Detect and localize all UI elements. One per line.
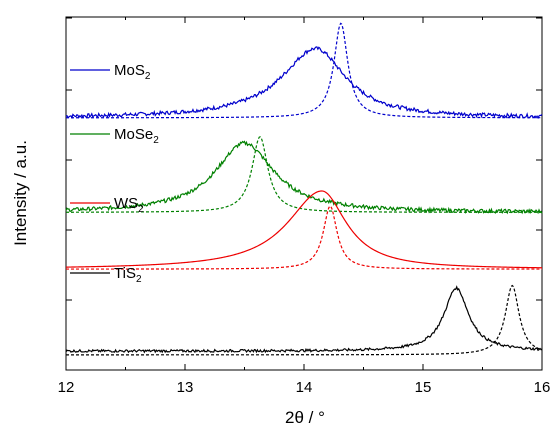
- y-axis-label: Intensity / a.u.: [11, 140, 30, 246]
- x-tick-label-12: 12: [58, 379, 75, 396]
- series-ws2-measured: [65, 190, 543, 269]
- axes: 12 13 14 15 16: [58, 17, 551, 396]
- legend-label-tis2: TiS2: [114, 265, 142, 285]
- series-tis2-reference: [66, 284, 543, 356]
- x-tick-label-13: 13: [177, 379, 194, 396]
- series-mose2-measured: [65, 140, 543, 215]
- legend-label-ws2: WS2: [114, 195, 144, 215]
- x-axis-label: 2θ / °: [285, 408, 325, 427]
- legend: MoS2 MoSe2 WS2 TiS2: [70, 62, 159, 285]
- series-mos2-reference: [66, 22, 543, 119]
- series-ws2-reference: [66, 205, 543, 270]
- x-tick-label-15: 15: [415, 379, 432, 396]
- series-tis2-measured: [65, 285, 543, 354]
- legend-label-mos2: MoS2: [114, 62, 151, 82]
- x-tick-label-14: 14: [296, 379, 313, 396]
- curves: [65, 22, 543, 356]
- series-mos2-measured: [65, 46, 543, 120]
- x-tick-label-16: 16: [534, 379, 551, 396]
- legend-label-mose2: MoSe2: [114, 126, 159, 146]
